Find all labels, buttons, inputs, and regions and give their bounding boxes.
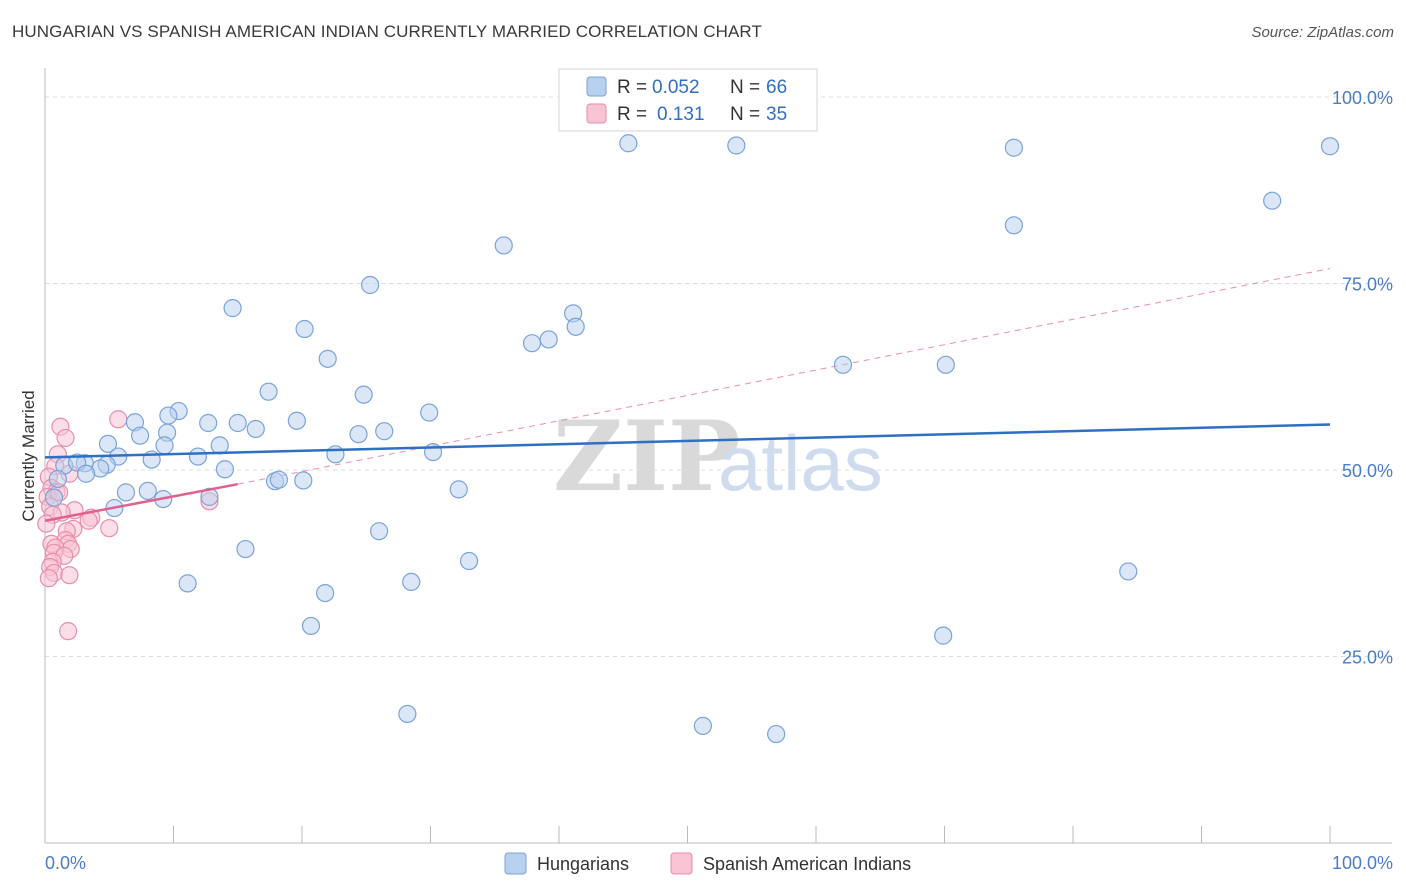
data-point-hungarian <box>693 716 713 735</box>
data-point-hungarian <box>539 330 558 349</box>
data-point-hungarian <box>199 413 218 433</box>
y-tick-label: 100.0% <box>1332 88 1393 108</box>
data-point-spanish <box>59 622 78 641</box>
legend-r-value-spanish: 0.131 <box>657 104 705 125</box>
y-axis-label: Currently Married <box>19 390 38 521</box>
data-point-hungarian <box>295 319 314 339</box>
data-point-spanish <box>60 566 79 585</box>
data-point-hungarian <box>98 434 118 453</box>
data-point-hungarian <box>375 422 394 441</box>
data-point-hungarian <box>1263 191 1282 210</box>
legend-n-value-spanish: 35 <box>766 104 787 125</box>
data-point-hungarian <box>294 471 313 490</box>
data-point-hungarian <box>155 436 174 455</box>
legend-box: R = 0.052 N = 66 R = 0.131 N = 35 <box>558 68 818 132</box>
data-point-hungarian <box>936 355 955 374</box>
data-point-spanish <box>39 569 58 588</box>
data-point-hungarian <box>494 236 513 255</box>
series-hungarians <box>44 134 1340 744</box>
legend-n-label-hungarians: N = <box>730 77 760 98</box>
bottom-legend-swatch-spanish <box>670 852 693 875</box>
data-point-hungarian <box>354 385 373 404</box>
data-point-hungarian <box>420 403 439 422</box>
series-spanish-american-indians <box>37 410 219 641</box>
data-point-hungarian <box>449 480 468 499</box>
legend-r-label-hungarians: R = <box>617 77 647 98</box>
data-point-hungarian <box>318 349 337 368</box>
legend-n-value-hungarians: 66 <box>766 77 787 98</box>
data-point-hungarian <box>130 426 150 445</box>
trend-hungarians <box>44 423 1331 459</box>
data-point-hungarian <box>316 583 335 603</box>
watermark-atlas: atlas <box>718 419 883 507</box>
data-point-spanish <box>109 410 128 429</box>
data-point-hungarian <box>361 275 380 295</box>
data-point-hungarian <box>1004 138 1023 157</box>
y-tick-label: 50.0% <box>1342 461 1393 481</box>
data-point-hungarian <box>1119 562 1138 581</box>
data-point-hungarian <box>138 481 157 500</box>
axes <box>44 68 1392 844</box>
data-point-hungarian <box>522 334 542 353</box>
data-point-hungarian <box>402 572 421 592</box>
data-point-hungarian <box>833 355 853 374</box>
data-point-spanish <box>100 519 119 538</box>
data-point-hungarian <box>116 483 136 502</box>
y-tick-label: 25.0% <box>1342 648 1393 668</box>
data-point-spanish <box>37 514 56 533</box>
data-point-hungarian <box>349 425 368 444</box>
data-point-hungarian <box>210 436 229 455</box>
bottom-legend: Hungarians Spanish American Indians <box>504 852 911 875</box>
data-point-hungarian <box>767 724 786 744</box>
legend-n-label-spanish: N = <box>730 104 760 125</box>
data-point-hungarian <box>77 464 96 483</box>
data-point-hungarian <box>727 136 746 155</box>
data-point-hungarian <box>44 488 64 507</box>
data-point-hungarian <box>269 470 288 489</box>
bottom-legend-swatch-hungarians <box>504 852 527 875</box>
chart-title: HUNGARIAN VS SPANISH AMERICAN INDIAN CUR… <box>12 22 762 41</box>
x-tick-labels: 0.0% 100.0% <box>45 853 1393 873</box>
data-point-hungarian <box>228 413 247 433</box>
data-point-hungarian <box>188 447 208 466</box>
data-point-hungarian <box>215 460 234 479</box>
data-point-hungarian <box>370 522 389 541</box>
source-credit: Source: ZipAtlas.com <box>1251 24 1394 41</box>
data-point-hungarian <box>159 406 178 425</box>
trend-spanish <box>44 482 238 522</box>
y-tick-labels: 100.0% 75.0% 50.0% 25.0% <box>1332 88 1393 668</box>
data-point-hungarian <box>326 445 345 464</box>
legend-r-label-spanish: R = <box>617 104 647 125</box>
data-point-hungarian <box>48 469 67 489</box>
data-point-hungarian <box>398 704 417 724</box>
data-point-hungarian <box>178 574 197 593</box>
data-point-hungarian <box>1004 216 1023 235</box>
data-point-hungarian <box>287 411 306 430</box>
data-point-hungarian <box>236 539 255 559</box>
data-point-hungarian <box>246 419 265 439</box>
legend-swatch-spanish <box>586 103 607 124</box>
data-point-spanish <box>56 428 75 448</box>
gridlines <box>45 96 1392 657</box>
x-tick-label-right: 100.0% <box>1332 853 1393 873</box>
trend-spanish-extension <box>237 268 1331 485</box>
data-point-hungarian <box>223 299 242 318</box>
data-point-hungarian <box>1320 137 1340 156</box>
bottom-legend-hungarians: Hungarians <box>537 854 629 874</box>
data-point-hungarian <box>459 551 479 571</box>
watermark-zip: ZIP <box>553 400 740 513</box>
data-point-hungarian <box>259 382 278 401</box>
trend-lines <box>237 268 1331 485</box>
data-point-hungarian <box>619 134 638 153</box>
x-tick-label-left: 0.0% <box>45 853 86 873</box>
bottom-legend-spanish: Spanish American Indians <box>703 854 911 874</box>
data-point-hungarian <box>301 616 321 636</box>
legend-r-value-hungarians: 0.052 <box>652 77 700 98</box>
data-point-hungarian <box>566 317 585 336</box>
data-point-hungarian <box>934 626 953 645</box>
y-tick-label: 75.0% <box>1342 275 1393 295</box>
legend-swatch-hungarians <box>586 76 607 97</box>
